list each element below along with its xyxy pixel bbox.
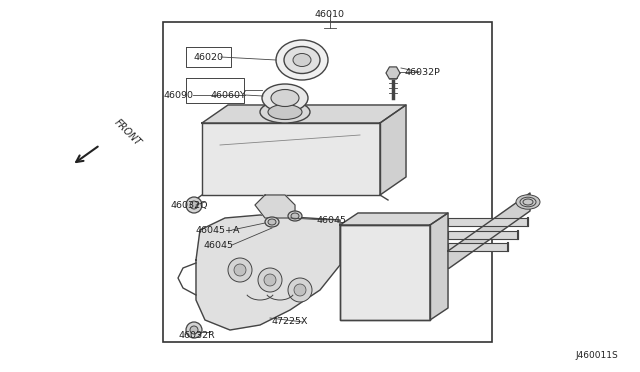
Circle shape — [234, 264, 246, 276]
Circle shape — [186, 322, 202, 338]
Text: J460011S: J460011S — [575, 351, 618, 360]
Text: 46032P: 46032P — [404, 67, 440, 77]
Bar — [448, 231, 518, 239]
Text: 46045+A: 46045+A — [196, 225, 240, 234]
Text: FRONT: FRONT — [112, 118, 143, 148]
Polygon shape — [380, 105, 406, 195]
Circle shape — [288, 278, 312, 302]
Text: 46032R: 46032R — [179, 330, 216, 340]
Circle shape — [264, 274, 276, 286]
Text: 46020: 46020 — [193, 52, 223, 61]
Ellipse shape — [293, 54, 311, 67]
Polygon shape — [430, 213, 448, 320]
Ellipse shape — [288, 211, 302, 221]
Ellipse shape — [262, 84, 308, 112]
Polygon shape — [202, 105, 406, 123]
Ellipse shape — [268, 219, 276, 225]
Circle shape — [190, 201, 198, 209]
Polygon shape — [255, 195, 295, 218]
Circle shape — [294, 284, 306, 296]
Text: 47225X: 47225X — [272, 317, 308, 327]
Text: 46045: 46045 — [317, 215, 347, 224]
Ellipse shape — [520, 197, 536, 207]
Text: 46010: 46010 — [315, 10, 345, 19]
Circle shape — [186, 197, 202, 213]
Text: 46090: 46090 — [163, 90, 193, 99]
Bar — [340, 225, 430, 320]
Polygon shape — [340, 213, 448, 225]
Polygon shape — [202, 123, 380, 195]
Ellipse shape — [276, 40, 328, 80]
Text: 46032Q: 46032Q — [170, 201, 208, 209]
Ellipse shape — [516, 195, 540, 209]
Bar — [163, 22, 492, 342]
Text: 46045: 46045 — [203, 241, 233, 250]
Ellipse shape — [271, 90, 299, 106]
Ellipse shape — [284, 46, 320, 74]
Polygon shape — [448, 193, 530, 269]
Polygon shape — [196, 215, 340, 330]
Ellipse shape — [291, 213, 299, 219]
Ellipse shape — [260, 101, 310, 123]
Text: 46060Y: 46060Y — [210, 90, 246, 99]
Circle shape — [190, 326, 198, 334]
Circle shape — [228, 258, 252, 282]
Ellipse shape — [265, 217, 279, 227]
Ellipse shape — [523, 199, 533, 205]
Bar — [448, 218, 528, 226]
Polygon shape — [386, 67, 400, 79]
Circle shape — [258, 268, 282, 292]
Bar — [448, 243, 508, 251]
Ellipse shape — [268, 105, 302, 119]
